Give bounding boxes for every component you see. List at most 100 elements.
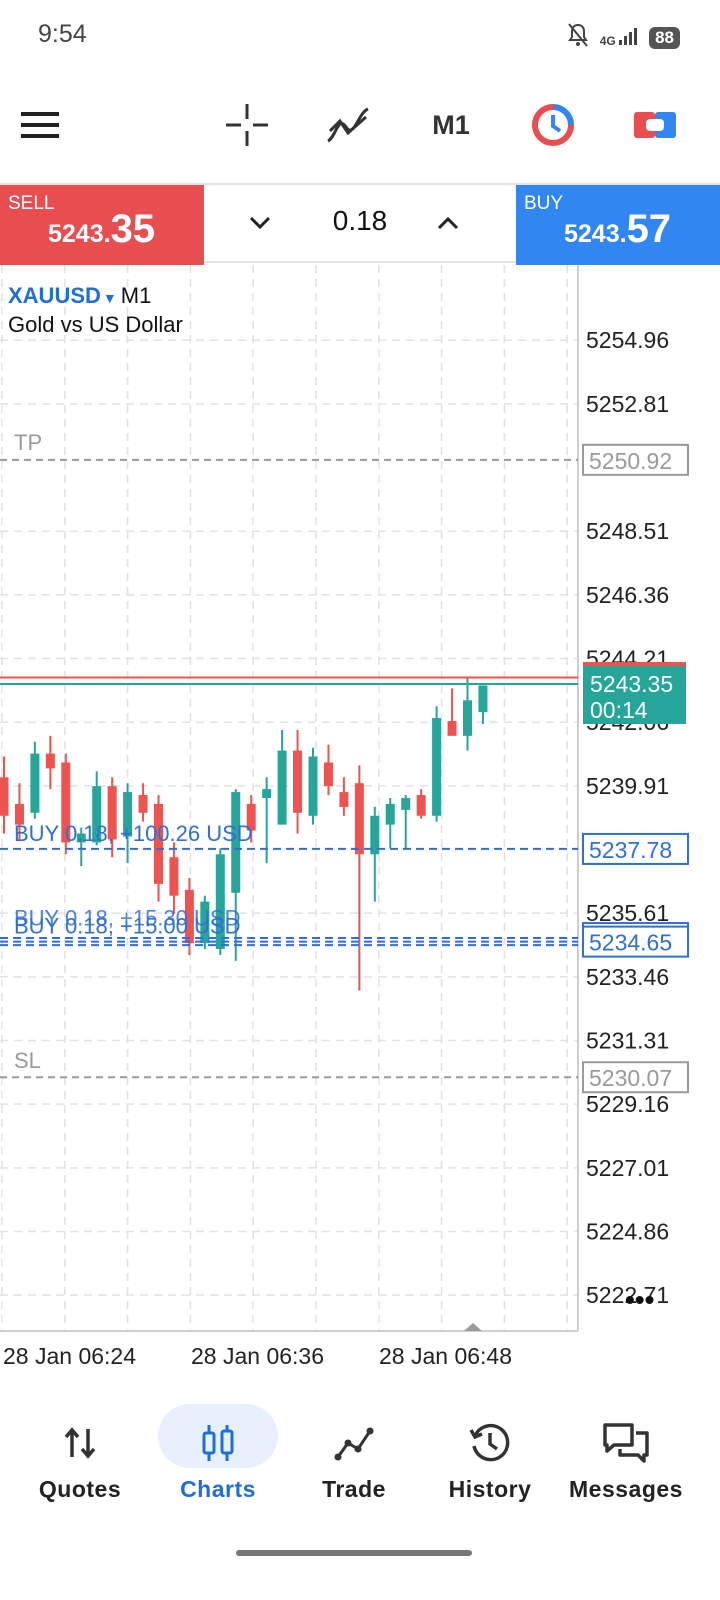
order-price-tag: 5234.65: [589, 930, 672, 956]
current-price-tag: 5243.35: [590, 671, 673, 697]
current-price-tag-box: [583, 665, 686, 724]
symbol-dropdown-icon[interactable]: ▼: [102, 290, 117, 306]
history-icon: [418, 1418, 562, 1468]
bottom-navigation: Quotes Charts Trade History Messages: [0, 1400, 720, 1600]
stop-loss-price-tag-box: [582, 1061, 689, 1094]
price-axis-label: 5227.01: [586, 1155, 669, 1181]
symbol-description: Gold vs US Dollar: [8, 312, 183, 337]
candle-body: [401, 798, 411, 810]
candle-body: [14, 803, 24, 825]
buy-price: 5243.57: [564, 207, 671, 252]
battery-icon: 88: [649, 26, 680, 49]
network-icon: 4G: [600, 27, 639, 48]
trade-icon: [282, 1418, 426, 1468]
time-axis-label: 28 Jan 06:36: [191, 1343, 324, 1369]
shift-marker-icon: [464, 1323, 482, 1331]
sell-price-pips: 35: [110, 207, 156, 251]
candle-body: [215, 854, 225, 950]
time-axis-label: 28 Jan 06:24: [3, 1343, 136, 1369]
candle-body: [463, 700, 472, 736]
candle-body: [107, 786, 117, 840]
one-click-trading-icon[interactable]: [530, 95, 576, 155]
stop-loss-label: SL: [14, 1048, 41, 1073]
buy-price-pips: 57: [626, 207, 672, 251]
candle-body: [184, 889, 194, 944]
candle-body: [354, 783, 364, 855]
notifications-off-icon: [566, 22, 590, 53]
active-tab-indicator: [158, 1404, 278, 1468]
price-axis-label: 5248.51: [586, 518, 669, 544]
status-bar: 9:54 4G 88: [0, 0, 720, 72]
quotes-icon: [8, 1418, 152, 1468]
nav-trade[interactable]: Trade: [282, 1400, 426, 1530]
order-line-label: BUY 0.18, +100.26 USD: [14, 821, 253, 846]
order-line-label: BUY 0.18, +15.00 USD: [14, 914, 240, 939]
volume-value[interactable]: 0.18: [332, 205, 388, 236]
bar-countdown: 00:14: [590, 697, 648, 723]
price-axis-label: 5235.61: [586, 900, 669, 926]
price-axis-label: 5254.96: [586, 327, 669, 353]
price-axis-label: 5224.86: [586, 1219, 669, 1245]
price-chart[interactable]: 5254.965252.815248.515246.365244.215242.…: [0, 265, 720, 1385]
ask-tag-marker: [583, 661, 686, 666]
candle-body: [61, 762, 71, 843]
home-indicator: [236, 1550, 472, 1556]
nav-trade-label: Trade: [322, 1476, 386, 1502]
buy-price-prefix: 5243.: [564, 220, 627, 248]
decrease-volume-button[interactable]: [240, 203, 280, 243]
take-profit-price-tag-box: [582, 443, 689, 476]
price-axis-label: 5233.46: [586, 964, 669, 990]
candle-body: [169, 857, 179, 896]
chart-canvas[interactable]: 5254.965252.815248.515246.365244.215242.…: [0, 265, 720, 1385]
candle-body: [231, 792, 241, 893]
trade-panel-icon[interactable]: [632, 95, 678, 155]
candle-body: [30, 753, 40, 813]
candle-body: [447, 721, 457, 736]
price-axis-label: 5252.81: [586, 391, 669, 417]
nav-quotes[interactable]: Quotes: [8, 1400, 152, 1530]
candle-body: [339, 792, 349, 807]
symbol-name[interactable]: XAUUSD: [8, 283, 101, 308]
nav-messages[interactable]: Messages: [554, 1400, 698, 1530]
trade-panel: SELL 5243.35 0.18 BUY 5243.57: [0, 183, 720, 265]
network-type: 4G: [599, 34, 616, 48]
candle-body: [416, 795, 426, 816]
candle-body: [154, 803, 163, 884]
candle-body: [323, 762, 333, 787]
nav-charts-label: Charts: [180, 1476, 256, 1502]
order-line-label: BUY 0.18, +15.30 USD: [14, 906, 240, 931]
charts-icon: [146, 1418, 290, 1468]
nav-charts[interactable]: Charts: [146, 1400, 290, 1530]
candle-body: [262, 789, 272, 798]
order-price-tag-box: [582, 832, 689, 865]
messages-icon: [554, 1418, 698, 1468]
lot-selector: 0.18: [204, 185, 516, 265]
price-axis-label: 5222.71: [586, 1282, 669, 1308]
candle-body: [76, 833, 86, 843]
stop-loss-price-tag: 5230.07: [589, 1065, 672, 1091]
take-profit-price-tag: 5250.92: [589, 448, 672, 474]
candle-body: [432, 718, 442, 816]
candle-body: [138, 795, 148, 813]
indicators-icon[interactable]: [325, 95, 371, 155]
crosshair-icon[interactable]: [225, 95, 269, 155]
nav-messages-label: Messages: [569, 1476, 683, 1502]
status-icons: 4G 88: [566, 22, 680, 53]
timeframe-selector[interactable]: M1: [432, 109, 470, 140]
symbol-header[interactable]: XAUUSD ▼ M1: [8, 283, 151, 309]
sell-button[interactable]: SELL 5243.35: [0, 185, 204, 265]
candle-body: [277, 750, 287, 825]
candle-body: [0, 777, 9, 816]
menu-icon[interactable]: [18, 95, 62, 155]
candle-body: [92, 786, 102, 843]
time-axis-label: 28 Jan 06:48: [379, 1343, 512, 1369]
buy-button[interactable]: BUY 5243.57: [516, 185, 720, 265]
candle-body: [385, 803, 395, 825]
candle-body: [370, 815, 380, 855]
order-price-tag-box: [582, 925, 689, 958]
nav-history[interactable]: History: [418, 1400, 562, 1530]
nav-history-label: History: [448, 1476, 532, 1502]
increase-volume-button[interactable]: [428, 203, 468, 243]
more-options-icon[interactable]: •••: [625, 1284, 654, 1315]
price-axis-label: 5231.31: [586, 1028, 669, 1054]
